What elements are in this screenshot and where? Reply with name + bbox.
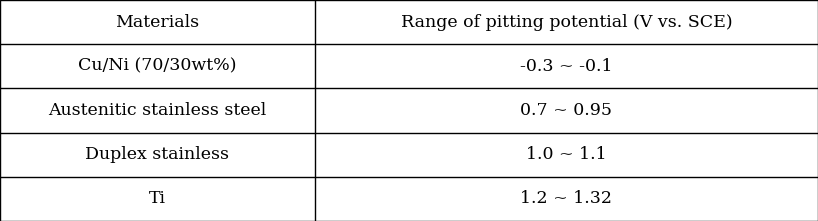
Text: 1.2 ~ 1.32: 1.2 ~ 1.32 <box>520 191 613 207</box>
Text: Duplex stainless: Duplex stainless <box>85 146 230 163</box>
Text: -0.3 ~ -0.1: -0.3 ~ -0.1 <box>520 58 613 75</box>
Text: Austenitic stainless steel: Austenitic stainless steel <box>48 102 267 119</box>
Text: Range of pitting potential (V vs. SCE): Range of pitting potential (V vs. SCE) <box>401 14 732 30</box>
Text: Ti: Ti <box>149 191 166 207</box>
Text: Cu/Ni (70/30wt%): Cu/Ni (70/30wt%) <box>79 58 236 75</box>
Text: 1.0 ~ 1.1: 1.0 ~ 1.1 <box>526 146 607 163</box>
Text: 0.7 ~ 0.95: 0.7 ~ 0.95 <box>520 102 613 119</box>
Text: Materials: Materials <box>115 14 200 30</box>
